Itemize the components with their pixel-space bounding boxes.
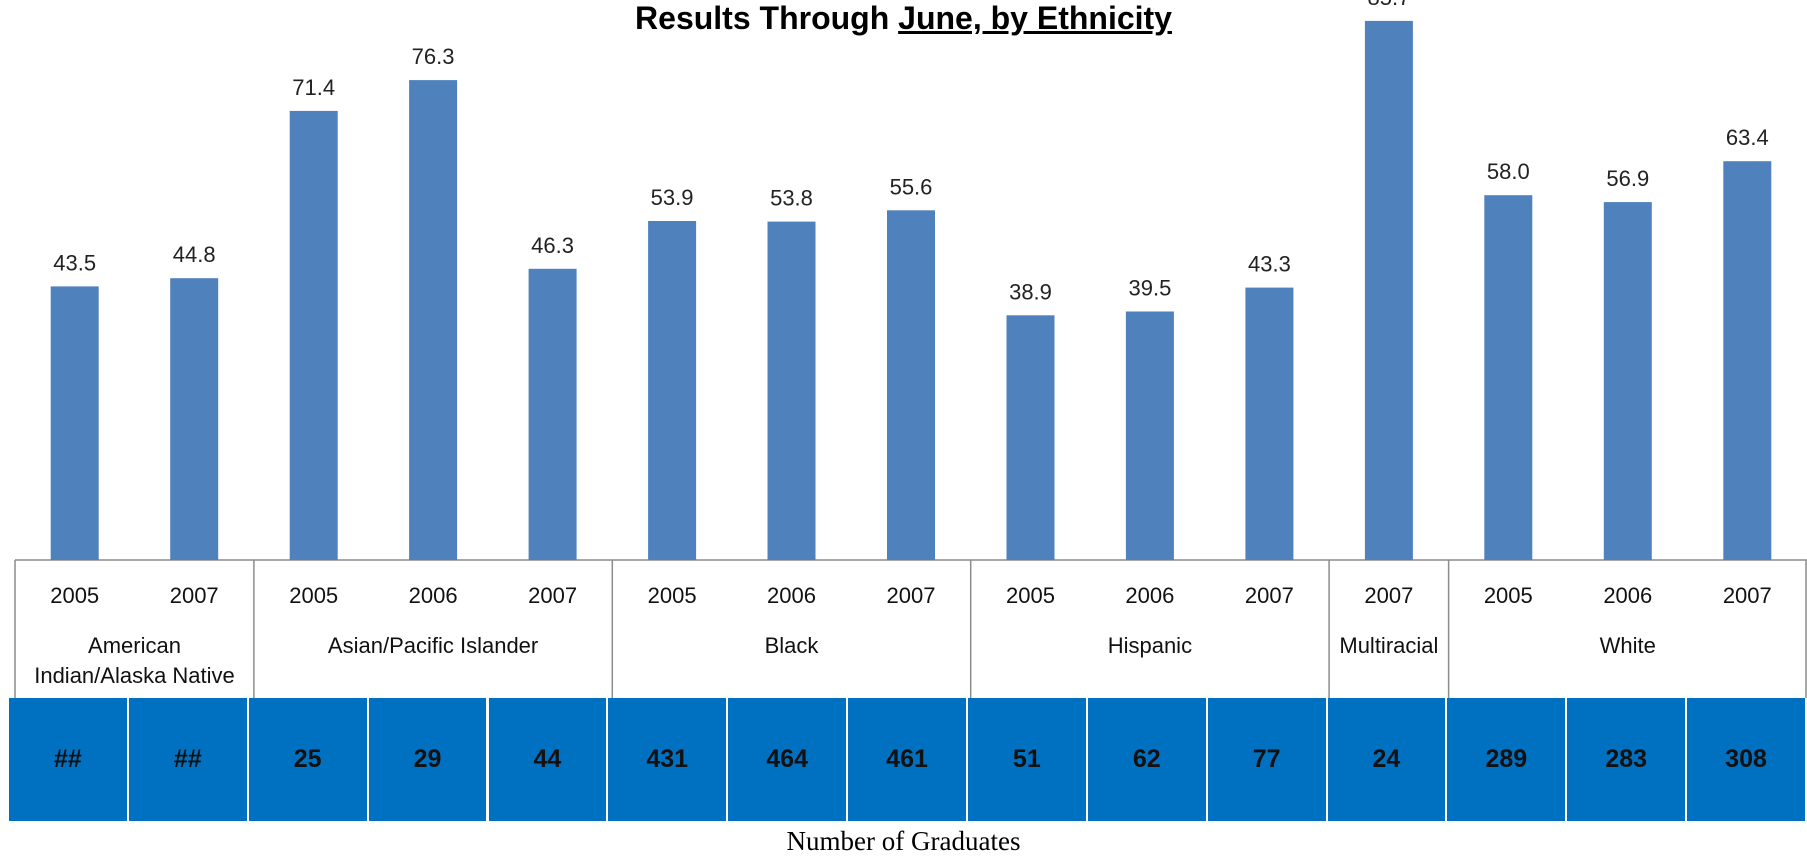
bar (1484, 195, 1533, 560)
year-tick-label: 2007 (887, 583, 936, 608)
group-label-line: American (88, 633, 181, 658)
graduates-cell: 25 (248, 698, 367, 821)
data-label: 44.8 (173, 242, 216, 267)
graduates-cell: 29 (368, 698, 487, 821)
bar (289, 110, 338, 561)
chart-title: Results Through June, by Ethnicity (0, 0, 1807, 37)
bar (1723, 161, 1772, 560)
data-label: 58.0 (1487, 159, 1530, 184)
bar (409, 80, 458, 560)
data-label: 38.9 (1009, 279, 1052, 304)
graduates-cell: ## (9, 698, 127, 821)
data-label: 55.6 (890, 174, 933, 199)
group-label-line: Multiracial (1339, 633, 1438, 658)
group-label-line: Asian/Pacific Islander (328, 633, 538, 658)
group-label-line: White (1600, 633, 1656, 658)
chart-title-underlined: June, by Ethnicity (898, 0, 1172, 36)
group-label: Hispanic (1108, 633, 1192, 658)
data-label: 53.8 (770, 186, 813, 211)
group-label: American Indian/Alaska Native (34, 633, 235, 688)
bar (1125, 311, 1174, 560)
data-label: 76.3 (412, 44, 455, 69)
data-label: 46.3 (531, 233, 574, 258)
year-tick-label: 2005 (1484, 583, 1533, 608)
graduates-cell: 77 (1207, 698, 1326, 821)
year-tick-label: 2007 (170, 583, 219, 608)
graduates-cell: ## (128, 698, 247, 821)
group-label-line: Black (765, 633, 820, 658)
year-tick-label: 2007 (528, 583, 577, 608)
graduates-cell: 283 (1567, 698, 1686, 821)
data-label: 71.4 (292, 75, 335, 100)
graduates-cell: 461 (848, 698, 966, 821)
year-tick-label: 2005 (648, 583, 697, 608)
data-label: 43.5 (53, 250, 96, 275)
graduates-cell: 62 (1087, 698, 1206, 821)
graduates-cell: 44 (488, 698, 607, 821)
bar (170, 278, 219, 560)
graduates-cell: 308 (1687, 698, 1805, 821)
bar (1364, 20, 1413, 560)
graduates-row: ## ## 25 29 44 431 464 461 51 62 77 24 289 283 308 (9, 698, 1807, 821)
graduates-cell: 24 (1327, 698, 1446, 821)
year-tick-label: 2007 (1723, 583, 1772, 608)
year-tick-label: 2006 (767, 583, 816, 608)
data-label: 85.7 (1367, 0, 1410, 10)
year-tick-label: 2007 (1245, 583, 1294, 608)
graduates-cell: 464 (728, 698, 847, 821)
data-label: 39.5 (1128, 276, 1171, 301)
chart-title-prefix: Results Through (635, 0, 899, 36)
group-label-line: Hispanic (1108, 633, 1192, 658)
year-tick-label: 2005 (50, 583, 99, 608)
year-tick-label: 2005 (1006, 583, 1055, 608)
year-tick-label: 2006 (1125, 583, 1174, 608)
year-tick-label: 2007 (1364, 583, 1413, 608)
group-label: Asian/Pacific Islander (328, 633, 538, 658)
bar (767, 221, 816, 560)
year-tick-label: 2006 (1603, 583, 1652, 608)
group-label: Multiracial (1339, 633, 1438, 658)
bar (528, 268, 577, 560)
data-label: 43.3 (1248, 252, 1291, 277)
group-label-line: Indian/Alaska Native (34, 663, 235, 688)
data-label: 56.9 (1606, 166, 1649, 191)
bar-chart: 43.5 2005 44.8 2007 71.4 2005 76.3 2006 46.3 2007… (14, 0, 1807, 698)
graduates-cell: 431 (608, 698, 727, 821)
bar (50, 286, 99, 560)
bar (648, 221, 697, 560)
bar (1006, 315, 1055, 560)
group-label: White (1600, 633, 1656, 658)
graduates-cell: 51 (967, 698, 1086, 821)
bar (1245, 287, 1294, 560)
bar (1603, 202, 1652, 560)
data-label: 63.4 (1726, 125, 1769, 150)
bar (887, 210, 935, 561)
year-tick-label: 2006 (409, 583, 458, 608)
year-tick-label: 2005 (289, 583, 338, 608)
data-label: 53.9 (651, 185, 694, 210)
graduates-row-label: Number of Graduates (786, 826, 1021, 856)
graduates-cell: 289 (1447, 698, 1566, 821)
group-label: Black (765, 633, 820, 658)
